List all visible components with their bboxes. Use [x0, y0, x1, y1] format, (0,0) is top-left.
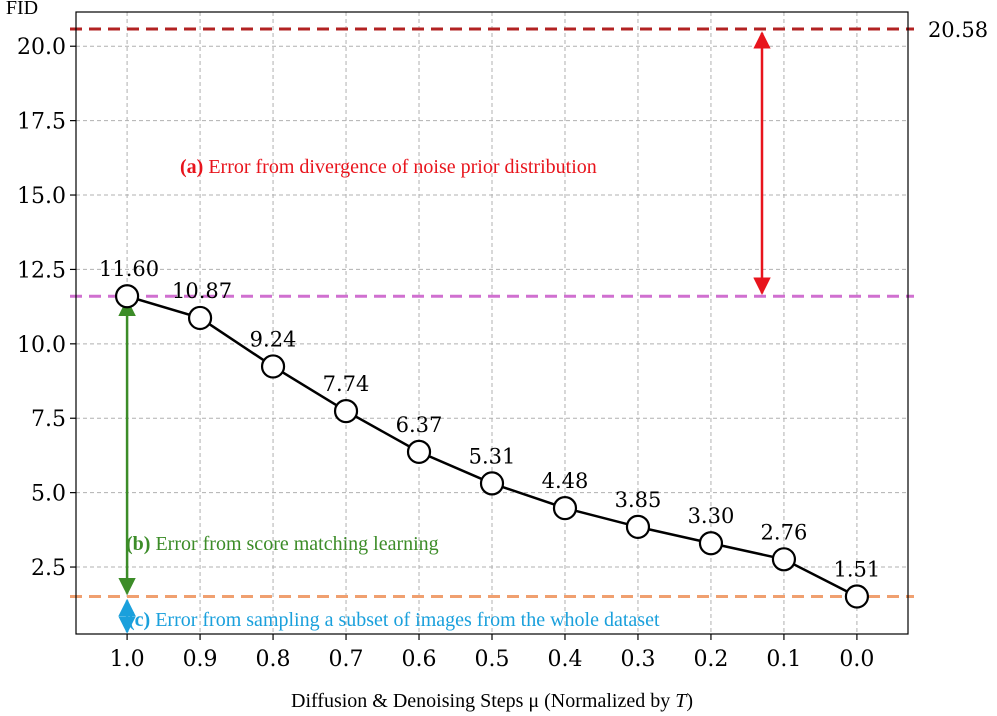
- x-tick-label: 0.0: [839, 647, 874, 672]
- y-tick-label: 7.5: [31, 407, 66, 432]
- data-label: 3.30: [688, 504, 735, 528]
- data-label: 2.76: [761, 520, 808, 544]
- annotation-b: (b) Error from score matching learning: [126, 533, 439, 555]
- y-tick-label: 5.0: [31, 482, 66, 507]
- data-point: [333, 398, 359, 424]
- annotation-c-tag: (c): [128, 609, 150, 631]
- x-tick-label: 0.3: [620, 647, 655, 672]
- data-point: [844, 584, 870, 609]
- x-tick-label: 1.0: [110, 647, 145, 672]
- data-point: [406, 439, 432, 464]
- x-axis-title-end: ): [686, 690, 693, 712]
- annotation-b-tag: (b): [126, 533, 150, 555]
- annotation-a: (a) Error from divergence of noise prior…: [180, 156, 597, 178]
- reference-label: 20.58: [928, 18, 988, 42]
- annotation-a-tag: (a): [180, 156, 203, 178]
- data-point: [552, 496, 578, 521]
- data-point: [260, 354, 286, 379]
- y-tick-label: 12.5: [17, 258, 66, 283]
- x-axis-title-T: T: [675, 690, 688, 712]
- y-tick-label: 15.0: [17, 184, 66, 209]
- x-axis-title: Diffusion & Denoising Steps μ (Normalize…: [291, 690, 693, 712]
- data-label: 3.85: [615, 488, 662, 512]
- data-point: [187, 305, 213, 331]
- data-label: 7.74: [323, 372, 370, 396]
- x-axis-title-main: Diffusion & Denoising Steps μ (Normalize…: [291, 690, 675, 712]
- chart-text: 20.58 11.60 10.87 9.24 7.74 6.37 5.31 4.48 3.85 3…: [6, 0, 988, 712]
- annotation-b-text: Error from score matching learning: [150, 533, 438, 555]
- x-tick-label: 0.9: [183, 647, 218, 672]
- y-tick-label: 10.0: [17, 333, 66, 358]
- data-label: 10.87: [172, 279, 232, 303]
- x-tick-label: 0.7: [329, 647, 364, 672]
- x-tick-label: 0.5: [475, 647, 510, 672]
- error-arrows: [118, 31, 771, 634]
- data-point: [114, 284, 140, 309]
- data-point: [698, 531, 724, 556]
- data-label: 5.31: [469, 444, 516, 468]
- data-point: [771, 547, 797, 572]
- y-tick-label: 2.5: [31, 556, 66, 581]
- data-label: 6.37: [396, 413, 443, 437]
- annotation-a-text: Error from divergence of noise prior dis…: [203, 156, 596, 178]
- x-tick-label: 0.4: [547, 647, 582, 672]
- annotation-c: (c) Error from sampling a subset of imag…: [128, 609, 660, 631]
- x-tick-label: 0.1: [766, 647, 801, 672]
- data-label: 9.24: [250, 327, 297, 351]
- data-label: 4.48: [542, 469, 589, 493]
- y-tick-label: 20.0: [17, 35, 66, 60]
- reference-lines: [70, 27, 914, 599]
- data-point: [625, 514, 651, 539]
- data-label: 1.51: [834, 558, 881, 582]
- y-tick-label: 17.5: [17, 110, 66, 135]
- fid-series: [114, 284, 870, 609]
- axes: [70, 11, 909, 640]
- annotation-c-text: Error from sampling a subset of images f…: [150, 609, 660, 631]
- data-point: [479, 471, 505, 496]
- y-axis-title: FID: [6, 0, 38, 19]
- x-tick-label: 0.8: [256, 647, 291, 672]
- x-tick-label: 0.6: [402, 647, 437, 672]
- data-label: 11.60: [99, 257, 159, 281]
- x-tick-label: 0.2: [693, 647, 728, 672]
